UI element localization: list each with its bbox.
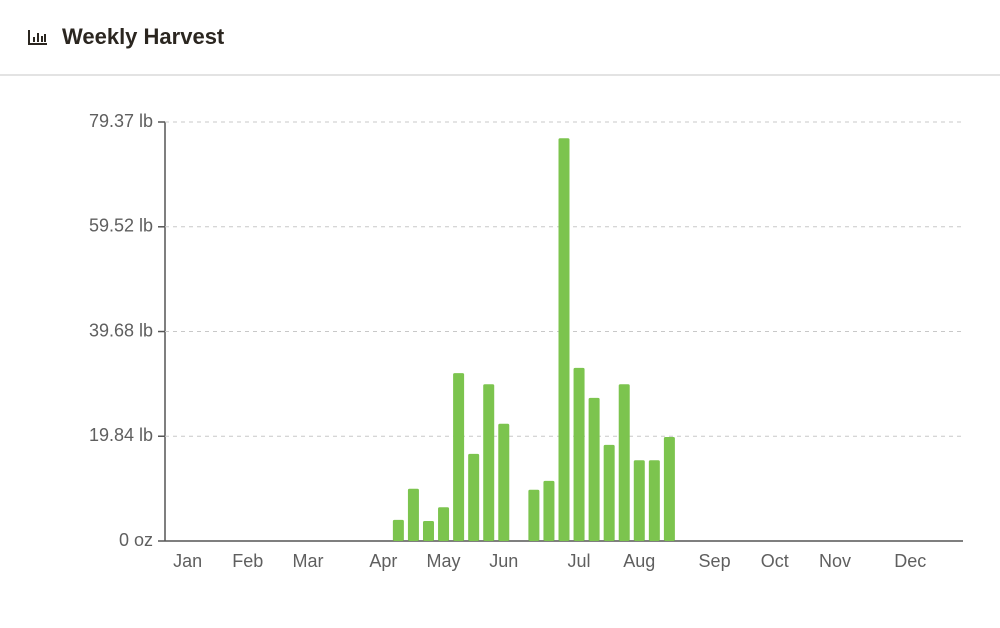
chart-icon bbox=[28, 30, 47, 45]
bar bbox=[618, 384, 630, 541]
bar bbox=[498, 423, 510, 541]
y-tick-label: 59.52 lb bbox=[89, 216, 153, 236]
x-tick-label: Feb bbox=[232, 551, 263, 571]
x-tick-label: Jul bbox=[568, 551, 591, 571]
bar bbox=[528, 489, 540, 541]
x-tick-label: Jun bbox=[489, 551, 518, 571]
bar bbox=[633, 460, 645, 541]
bar bbox=[663, 437, 675, 541]
bar bbox=[438, 507, 450, 541]
bar bbox=[648, 460, 660, 541]
bar bbox=[422, 520, 434, 541]
bar bbox=[543, 480, 555, 541]
bar bbox=[573, 367, 585, 541]
x-tick-label: Dec bbox=[894, 551, 926, 571]
x-tick-label: May bbox=[427, 551, 461, 571]
x-tick-label: Jan bbox=[173, 551, 202, 571]
y-tick-label: 19.84 lb bbox=[89, 425, 153, 445]
bar bbox=[483, 384, 495, 541]
x-tick-label: Nov bbox=[819, 551, 851, 571]
bar bbox=[453, 373, 465, 541]
chart: 0 oz 19.84 lb 39.68 lb 59.52 lb 79.37 lb Jan F… bbox=[89, 111, 963, 571]
chart-title: Weekly Harvest bbox=[62, 24, 225, 49]
x-tick-label: Sep bbox=[699, 551, 731, 571]
bar bbox=[603, 444, 615, 541]
bar bbox=[468, 453, 480, 541]
x-tick-label: Mar bbox=[293, 551, 324, 571]
bar bbox=[588, 397, 600, 541]
x-tick-label: Apr bbox=[369, 551, 397, 571]
bar bbox=[392, 519, 404, 541]
bar bbox=[558, 138, 570, 541]
y-tick-label: 79.37 lb bbox=[89, 111, 153, 131]
y-tick-label: 39.68 lb bbox=[89, 320, 153, 340]
bar bbox=[407, 488, 419, 541]
header: Weekly Harvest bbox=[0, 0, 1000, 76]
y-tick-label: 0 oz bbox=[119, 530, 153, 550]
x-tick-label: Aug bbox=[623, 551, 655, 571]
x-tick-label: Oct bbox=[761, 551, 789, 571]
